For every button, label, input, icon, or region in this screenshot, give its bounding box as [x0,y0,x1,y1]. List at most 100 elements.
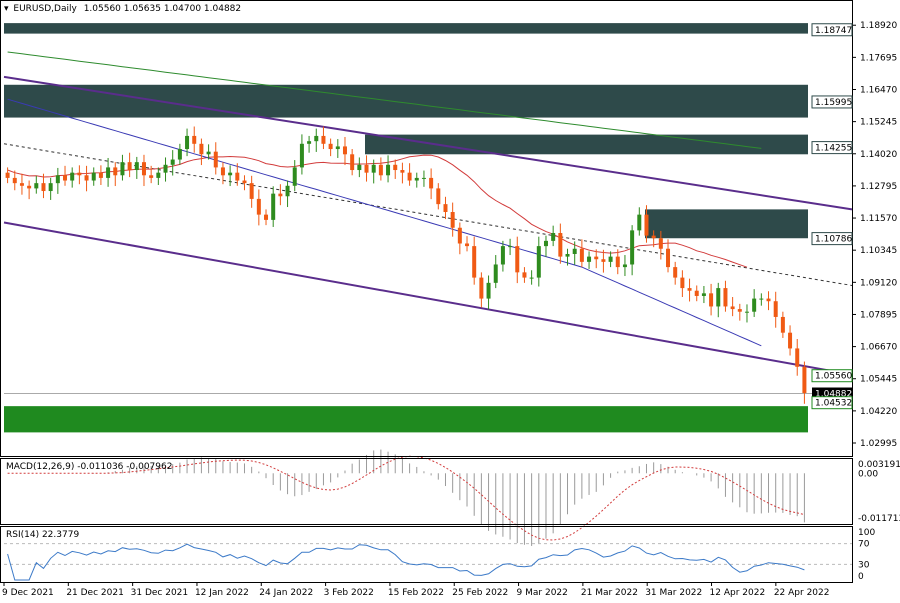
candle-body [615,256,620,268]
candle-body [120,162,125,176]
candle-body [536,246,541,278]
candle-body [565,253,570,257]
ma-green-line [7,51,762,149]
candle-body [206,151,211,155]
candle-body [141,162,146,176]
level-tag [811,23,853,37]
date-tick-label: 12 Jan 2022 [195,588,249,598]
candle-body [579,248,584,262]
candle-body [27,185,32,189]
candle-body [673,267,678,278]
candle-body [543,240,548,247]
zone-resistance-2 [4,84,808,118]
candle-body [48,183,53,192]
price-tick-label: 1.17695 [860,53,897,63]
date-tick-label: 24 Jan 2022 [259,588,313,598]
rsi-line [7,543,805,581]
candle-body [70,172,75,181]
candle-body [788,332,793,349]
price-tick-label: 1.05445 [860,375,897,385]
pane-frame-0 [0,0,853,457]
candle-body [106,167,111,178]
candle-body [658,238,663,249]
level-tag [811,232,853,246]
level-tag-label: 1.04532 [815,399,852,409]
candle-body [680,277,685,289]
candle-body [113,167,118,176]
candle-body [752,298,757,312]
candle-body [414,177,419,181]
candle-body [12,177,17,184]
price-tick-label: 1.12795 [860,182,897,192]
chart-header: ▾ EURUSD,Daily 1.05560 1.05635 1.04700 1… [4,4,241,14]
level-tag-label: 1.18747 [815,26,852,36]
pane-frames [0,0,853,583]
candle-body [228,172,233,176]
candle-body [500,246,505,265]
date-tick-label: 12 Apr 2022 [710,588,766,598]
candle-body [350,154,355,171]
candle-body [192,135,197,144]
candle-body [149,175,154,178]
candle-body [34,183,39,189]
candle-body [299,143,304,168]
date-tick-label: 22 Apr 2022 [774,588,830,598]
price-tick-label: 1.18920 [860,21,897,31]
zone-resistance-1 [4,23,808,34]
rsi-title: RSI(14) 22.3779 [6,530,80,540]
price-tick-label: 1.10345 [860,246,897,256]
candle-body [744,311,749,313]
candle-body [421,177,426,179]
price-tick-label: 1.14020 [860,150,897,160]
candle-body [759,298,764,300]
dropdown-icon[interactable]: ▾ [4,4,9,14]
date-tick-label: 21 Mar 2022 [581,588,638,598]
candle-body [472,246,477,278]
candle-body [479,277,484,299]
candle-body [134,162,139,171]
candle-body [185,135,190,150]
candle-body [127,162,132,171]
date-tick-label: 9 Mar 2022 [517,588,568,598]
candles [5,126,807,404]
candle-body [436,188,441,205]
candle-body [651,235,656,239]
candle-body [558,233,563,257]
candle-body [235,172,240,181]
date-tick-label: 15 Feb 2022 [388,588,444,598]
zone-support [4,406,808,433]
candle-body [63,175,68,181]
pane-frame-2 [0,526,853,583]
candle-body [41,183,46,192]
candle-body [551,233,556,241]
candle-body [716,288,721,307]
candle-body [457,227,462,244]
candle-body [687,288,692,291]
candle-body [795,348,800,367]
macd-tick-label: -0.011713 [858,514,900,524]
date-tick-label: 21 Dec 2021 [66,588,124,598]
rsi-pane [4,543,852,581]
candle-body [737,309,742,312]
candle-body [342,146,347,155]
candle-body [163,164,168,173]
midline-dashed [3,143,853,286]
candle-body [378,164,383,176]
candle-body [5,172,10,178]
candle-body [766,298,771,302]
price-tick-label: 1.06670 [860,343,897,353]
macd-title: MACD(12,26,9) -0.011036 -0.007962 [6,462,173,472]
level-tag-label: 1.15995 [815,98,852,108]
candle-body [156,172,161,178]
candle-body [515,246,520,273]
date-tick-label: 9 Dec 2021 [2,588,54,598]
level-tag-label: 1.10786 [815,235,852,245]
candle-body [19,183,24,186]
rsi-tick-label: 100 [858,528,875,538]
zone-resistance-4 [645,209,808,239]
candle-body [364,164,369,173]
candle-body [328,143,333,150]
candle-body [630,230,635,265]
